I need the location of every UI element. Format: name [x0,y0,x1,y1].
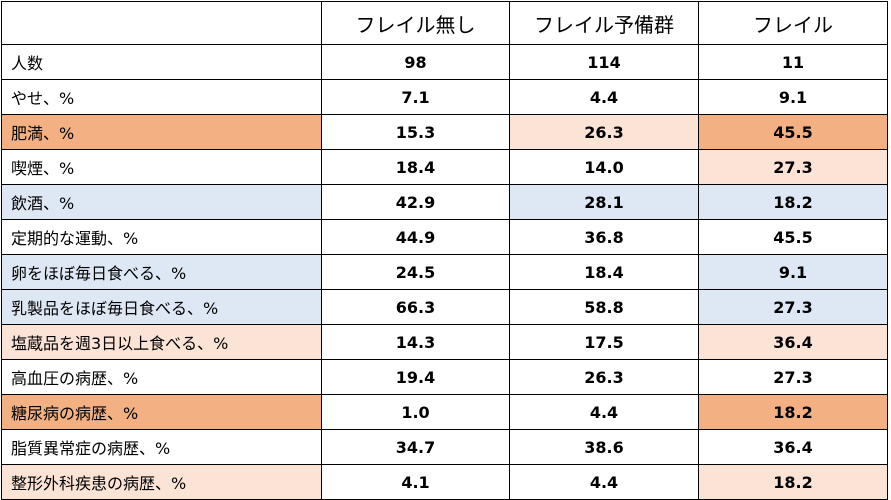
table-row: 飲酒、% 42.9 28.1 18.2 [1,184,888,220]
value-frailty: 27.3 [698,149,888,185]
value-no-frailty: 15.3 [321,114,510,150]
header-corner-cell [1,1,322,45]
value-pre-frailty: 4.4 [509,394,699,430]
value-frailty: 45.5 [698,114,888,150]
value-frailty: 9.1 [698,79,888,115]
row-label: 飲酒、% [1,184,322,220]
header-frailty: フレイル [698,1,888,45]
value-frailty: 27.3 [698,359,888,395]
value-frailty: 18.2 [698,464,888,500]
value-pre-frailty: 28.1 [509,184,699,220]
table-row: 塩蔵品を週3日以上食べる、% 14.3 17.5 36.4 [1,324,888,360]
value-frailty: 36.4 [698,324,888,360]
value-no-frailty: 24.5 [321,254,510,290]
table-row: 人数 98 114 11 [1,44,888,80]
value-no-frailty: 18.4 [321,149,510,185]
table-row: 糖尿病の病歴、% 1.0 4.4 18.2 [1,394,888,430]
value-frailty: 18.2 [698,394,888,430]
header-pre-frailty: フレイル予備群 [509,1,699,45]
value-pre-frailty: 58.8 [509,289,699,325]
value-pre-frailty: 38.6 [509,429,699,465]
table-row: やせ、% 7.1 4.4 9.1 [1,79,888,115]
table-row: 喫煙、% 18.4 14.0 27.3 [1,149,888,185]
value-no-frailty: 98 [321,44,510,80]
header-row: フレイル無し フレイル予備群 フレイル [1,1,888,45]
row-label: やせ、% [1,79,322,115]
value-pre-frailty: 114 [509,44,699,80]
value-no-frailty: 7.1 [321,79,510,115]
table-row: 高血圧の病歴、% 19.4 26.3 27.3 [1,359,888,395]
value-no-frailty: 34.7 [321,429,510,465]
row-label: 整形外科疾患の病歴、% [1,464,322,500]
row-label: 喫煙、% [1,149,322,185]
value-pre-frailty: 4.4 [509,464,699,500]
row-label: 定期的な運動、% [1,219,322,255]
row-label: 高血圧の病歴、% [1,359,322,395]
value-frailty: 27.3 [698,289,888,325]
table-row: 乳製品をほぼ毎日食べる、% 66.3 58.8 27.3 [1,289,888,325]
value-pre-frailty: 17.5 [509,324,699,360]
value-pre-frailty: 26.3 [509,114,699,150]
header-no-frailty: フレイル無し [321,1,510,45]
value-no-frailty: 4.1 [321,464,510,500]
value-pre-frailty: 18.4 [509,254,699,290]
table-row: 定期的な運動、% 44.9 36.8 45.5 [1,219,888,255]
value-frailty: 36.4 [698,429,888,465]
row-label: 卵をほぼ毎日食べる、% [1,254,322,290]
value-pre-frailty: 14.0 [509,149,699,185]
value-frailty: 18.2 [698,184,888,220]
value-pre-frailty: 26.3 [509,359,699,395]
table-body: 人数 98 114 11 やせ、% 7.1 4.4 9.1 肥満、% 15.3 26.3 45.5 喫煙… [1,44,888,500]
row-label: 脂質異常症の病歴、% [1,429,322,465]
value-no-frailty: 66.3 [321,289,510,325]
value-pre-frailty: 36.8 [509,219,699,255]
row-label: 人数 [1,44,322,80]
table-row: 脂質異常症の病歴、% 34.7 38.6 36.4 [1,429,888,465]
row-label: 乳製品をほぼ毎日食べる、% [1,289,322,325]
value-pre-frailty: 4.4 [509,79,699,115]
value-no-frailty: 19.4 [321,359,510,395]
value-frailty: 9.1 [698,254,888,290]
value-no-frailty: 14.3 [321,324,510,360]
row-label: 肥満、% [1,114,322,150]
table-row: 整形外科疾患の病歴、% 4.1 4.4 18.2 [1,464,888,500]
value-frailty: 45.5 [698,219,888,255]
value-frailty: 11 [698,44,888,80]
row-label: 糖尿病の病歴、% [1,394,322,430]
table-row: 肥満、% 15.3 26.3 45.5 [1,114,888,150]
value-no-frailty: 1.0 [321,394,510,430]
table-row: 卵をほぼ毎日食べる、% 24.5 18.4 9.1 [1,254,888,290]
value-no-frailty: 42.9 [321,184,510,220]
row-label: 塩蔵品を週3日以上食べる、% [1,324,322,360]
value-no-frailty: 44.9 [321,219,510,255]
